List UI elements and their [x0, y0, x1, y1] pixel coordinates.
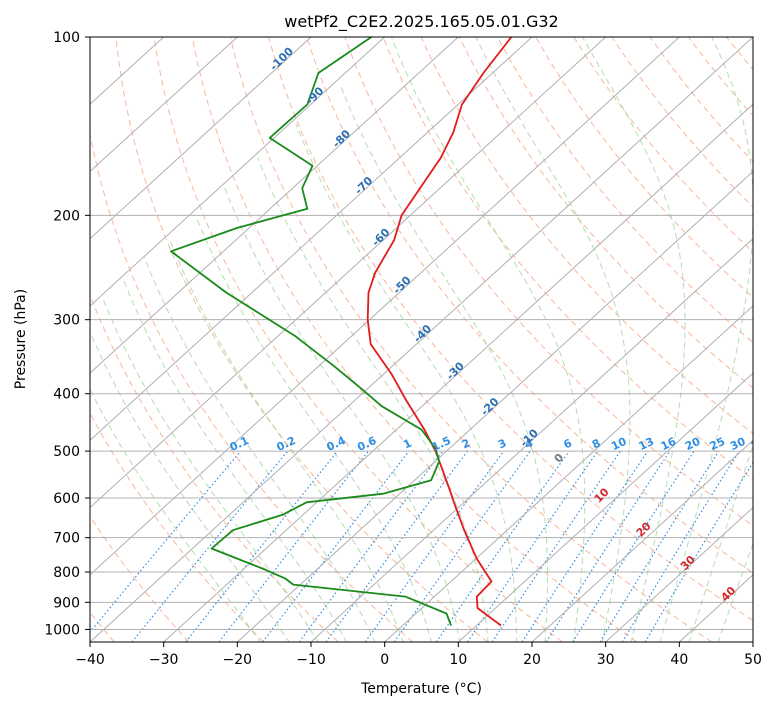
x-tick-label: −30 — [149, 652, 179, 668]
y-tick-label: 1000 — [44, 622, 80, 638]
moist-adiabat-line — [582, 37, 686, 642]
dry-adiabat-line — [90, 412, 264, 642]
y-tick-label: 200 — [53, 208, 80, 224]
x-tick-label: 30 — [597, 652, 615, 668]
x-tick-label: 0 — [380, 652, 389, 668]
y-tick-label: 100 — [53, 30, 80, 46]
mixing-ratio-line — [364, 450, 505, 642]
mixing-ratio-label: 10 — [609, 435, 629, 453]
mixing-ratio-line — [435, 450, 570, 642]
moist-adiabats — [90, 37, 753, 642]
isotherm-line — [90, 37, 533, 442]
mixing-ratio-line — [521, 450, 649, 642]
y-tick-label: 700 — [53, 531, 80, 547]
dry-adiabat-line — [306, 37, 753, 574]
dry-adiabat-line — [535, 37, 753, 298]
y-tick-label: 400 — [53, 387, 80, 403]
mixing-ratio-label: 20 — [683, 435, 703, 453]
y-axis-label: Pressure (hPa) — [13, 289, 29, 389]
y-axis: 100 200 300 400 500 600 700 800 900 1000 — [44, 30, 90, 638]
moist-adiabat-line — [90, 388, 261, 642]
y-tick-label: 500 — [53, 444, 80, 460]
moist-adiabat-line — [195, 215, 432, 642]
isotherm-line — [163, 103, 753, 642]
x-tick-label: −10 — [296, 652, 326, 668]
isotherm-line — [457, 372, 753, 642]
mixing-ratio-line — [131, 450, 289, 642]
mixing-ratio-line — [298, 450, 444, 642]
mixing-ratio-line — [545, 450, 671, 642]
isotherm-line — [236, 170, 753, 642]
moist-adiabat-line — [224, 188, 461, 642]
moist-adiabat-line — [295, 123, 517, 642]
y-tick-label: 800 — [53, 565, 80, 581]
x-axis: −40 −30 −20 −10 0 10 20 30 40 50 — [75, 642, 762, 668]
x-tick-label: −40 — [75, 652, 105, 668]
temperature-profile-line — [366, 37, 513, 627]
mixing-ratio-label: 13 — [637, 435, 656, 453]
y-tick-label: 600 — [53, 491, 80, 507]
x-tick-label: 20 — [523, 652, 541, 668]
mixing-ratio-line — [325, 450, 468, 642]
dry-adiabat-line — [115, 37, 488, 642]
isotherm-line — [90, 37, 386, 307]
isotherm-line — [90, 37, 753, 642]
mixing-ratio-label: 36 — [749, 435, 769, 453]
moist-adiabat-line — [717, 542, 753, 642]
sounding-profiles — [170, 37, 513, 627]
x-tick-label: −20 — [223, 652, 253, 668]
x-tick-label: 50 — [744, 652, 762, 668]
mixing-ratio-line — [90, 450, 242, 633]
plot-frame — [89, 36, 754, 643]
mixing-ratio-label: 25 — [708, 435, 727, 453]
moist-adiabat-line — [475, 37, 631, 642]
moist-adiabat-line — [390, 37, 586, 642]
dewpoint-profile-line — [170, 37, 452, 626]
mixing-ratio-line — [572, 450, 695, 642]
dry-adiabat-line — [90, 131, 414, 642]
y-tick-label: 900 — [53, 595, 80, 611]
dry-adiabat-line — [153, 37, 563, 642]
dry-adiabat-line — [496, 37, 753, 344]
mixing-ratio-line — [466, 450, 599, 642]
chart-title: wetPf2_C2E2.2025.165.05.01.G32 — [284, 12, 558, 32]
moist-adiabat-line — [101, 297, 319, 642]
dry-adiabat-line — [90, 515, 190, 642]
mixing-ratio-line — [491, 450, 621, 642]
isotherm-line — [90, 37, 459, 374]
mixing-ratio-label: 30 — [728, 435, 748, 453]
y-tick-label: 300 — [53, 313, 80, 329]
pressure-gridlines — [90, 37, 753, 630]
x-tick-label: 40 — [670, 652, 688, 668]
mixing-ratio-label: 16 — [659, 435, 679, 453]
dry-adiabat-line — [382, 37, 753, 481]
isotherm-line — [384, 305, 753, 642]
mixing-ratio-line — [262, 450, 410, 642]
isotherm-line — [90, 37, 607, 509]
moist-adiabat-line — [659, 37, 753, 642]
isotherm-line — [310, 237, 753, 642]
isotherm-line — [90, 37, 238, 173]
moist-adiabat-line — [257, 157, 489, 642]
x-tick-label: 10 — [449, 652, 467, 668]
moist-adiabat-line — [90, 330, 290, 642]
isotherm-line — [531, 439, 753, 642]
skewed-isotherms — [90, 37, 753, 642]
dry-adiabat-line — [268, 37, 753, 622]
mixing-ratio-line — [185, 450, 339, 642]
mixing-ratio-line — [621, 450, 740, 642]
moist-adiabat-line — [688, 443, 753, 642]
isotherm-line — [90, 37, 680, 576]
isotherm-line — [605, 506, 753, 642]
isotherm-line — [90, 37, 312, 240]
x-axis-label: Temperature (°C) — [360, 681, 482, 697]
